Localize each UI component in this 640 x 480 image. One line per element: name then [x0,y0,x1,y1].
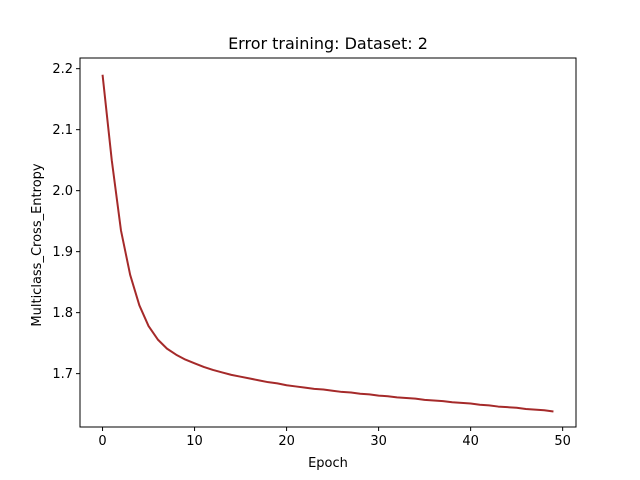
y-axis-ticks: 1.7 1.8 1.9 2.0 2.1 2.2 [52,62,80,382]
x-tick-label: 0 [98,434,106,449]
x-tick-label: 20 [278,434,295,449]
y-tick-label: 1.7 [52,367,73,382]
x-axis-ticks: 0 10 20 30 40 50 [98,427,571,449]
series-line [101,74,554,413]
y-tick-label: 2.0 [52,184,73,199]
y-tick-label: 2.1 [52,123,73,138]
y-tick-label: 1.8 [52,306,73,321]
y-tick-label: 2.2 [52,62,73,77]
y-axis-label: Multiclass_Cross_Entropy [30,163,45,326]
x-tick-label: 50 [554,434,571,449]
y-tick-label: 1.9 [52,245,73,260]
chart-title: Error training: Dataset: 2 [228,34,428,53]
plot-frame [79,57,577,428]
x-tick-label: 10 [186,434,203,449]
x-tick-label: 40 [462,434,479,449]
x-tick-label: 30 [370,434,387,449]
x-axis-label: Epoch [308,456,348,471]
